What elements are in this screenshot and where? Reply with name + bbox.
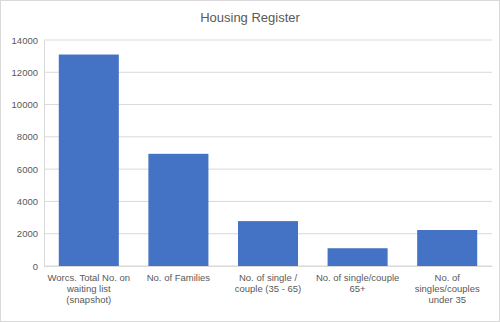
x-tick-label: No. of Families <box>147 272 211 283</box>
y-tick: 6000 <box>17 164 44 175</box>
y-tick-label: 8000 <box>17 131 38 142</box>
y-tick-label: 0 <box>33 261 38 272</box>
x-tick-label-line: No. of single/couple <box>316 272 399 283</box>
y-tick: 4000 <box>17 196 44 207</box>
x-axis-line <box>45 266 493 267</box>
x-tick-label-line: (snapshot) <box>66 294 111 305</box>
y-tick-label: 10000 <box>12 99 38 110</box>
x-tick-label-line: 65+ <box>350 283 367 294</box>
chart-border <box>1 1 500 322</box>
x-tick-label: No. of single/couple65+ <box>316 272 399 294</box>
x-tick-label-line: No. of single / <box>239 272 297 283</box>
y-axis: 0 2000 4000 6000 8000 10000 12000 14000 <box>12 35 45 272</box>
y-tick: 2000 <box>17 228 44 239</box>
y-tick: 14000 <box>12 35 44 46</box>
grid-line <box>44 40 492 41</box>
x-tick-label-line: singles/couples <box>415 283 480 294</box>
bar <box>59 55 119 266</box>
x-tick-label: Worcs. Total No. onwaiting list(snapshot… <box>48 272 131 305</box>
grid <box>44 40 492 266</box>
x-tick: No. ofsingles/couplesunder 35 <box>415 266 480 305</box>
x-tick-label-line: No. of Families <box>147 272 211 283</box>
x-tick-label: No. of single /couple (35 - 65) <box>235 272 302 294</box>
y-tick: 0 <box>33 261 44 272</box>
y-tick-label: 14000 <box>12 35 38 46</box>
x-tick-label-line: under 35 <box>428 294 466 305</box>
plot-area: 0 2000 4000 6000 8000 10000 12000 14000 Worcs. T… <box>12 35 493 305</box>
x-tick-label-line: waiting list <box>66 283 111 294</box>
y-tick-label: 12000 <box>12 67 38 78</box>
x-tick: Worcs. Total No. onwaiting list(snapshot… <box>48 266 131 305</box>
y-tick: 8000 <box>17 131 44 142</box>
bar <box>328 248 388 266</box>
bars <box>59 55 477 266</box>
chart-title: Housing Register <box>200 10 300 25</box>
y-tick: 10000 <box>12 99 44 110</box>
bar <box>417 230 477 266</box>
x-tick-label-line: Worcs. Total No. on <box>48 272 131 283</box>
y-tick-label: 2000 <box>17 228 38 239</box>
bar <box>238 221 298 266</box>
x-tick-label: No. ofsingles/couplesunder 35 <box>415 272 480 305</box>
y-axis-line <box>44 41 45 267</box>
chart-root: 0 2000 4000 6000 8000 10000 12000 14000 Worcs. T… <box>0 0 500 322</box>
y-tick-label: 4000 <box>17 196 38 207</box>
x-tick-label-line: couple (35 - 65) <box>235 283 302 294</box>
x-tick: No. of single /couple (35 - 65) <box>235 266 302 294</box>
y-tick-label: 6000 <box>17 164 38 175</box>
x-tick-label-line: No. of <box>435 272 461 283</box>
x-axis: Worcs. Total No. onwaiting list(snapshot… <box>45 266 493 305</box>
x-tick: No. of single/couple65+ <box>316 266 399 294</box>
y-tick: 12000 <box>12 67 44 78</box>
x-tick: No. of Families <box>147 266 211 283</box>
bar <box>148 154 208 266</box>
